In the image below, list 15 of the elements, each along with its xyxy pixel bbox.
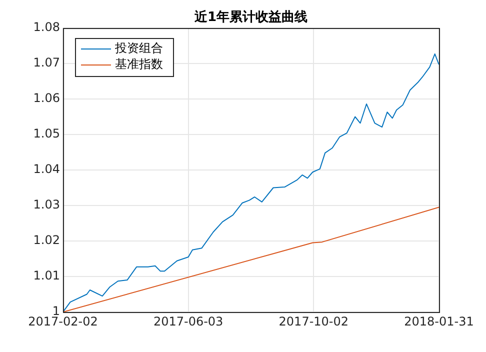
legend-label: 基准指数 xyxy=(115,57,163,72)
y-tick-label: 1.05 xyxy=(33,126,60,141)
y-tick-label: 1.07 xyxy=(33,56,60,70)
y-tick-label: 1.03 xyxy=(33,198,60,212)
y-tick-label: 1.02 xyxy=(33,233,60,248)
legend-label: 投资组合 xyxy=(114,41,163,56)
y-tick-label: 1.01 xyxy=(33,268,60,283)
y-tick-label: 1.04 xyxy=(33,162,60,176)
y-tick-label: 1.08 xyxy=(33,20,60,34)
x-tick-label: 2017-10-02 xyxy=(278,314,349,328)
y-tick-label: 1.06 xyxy=(33,91,60,106)
x-tick-label: 2018-01-31 xyxy=(404,314,474,328)
chart-title: 近1年累计收益曲线 xyxy=(193,8,308,25)
x-tick-label: 2017-02-02 xyxy=(28,314,98,328)
x-tick-label: 2017-06-03 xyxy=(153,314,224,328)
